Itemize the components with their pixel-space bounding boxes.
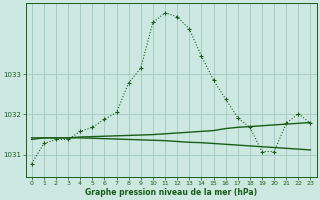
X-axis label: Graphe pression niveau de la mer (hPa): Graphe pression niveau de la mer (hPa) [85, 188, 257, 197]
